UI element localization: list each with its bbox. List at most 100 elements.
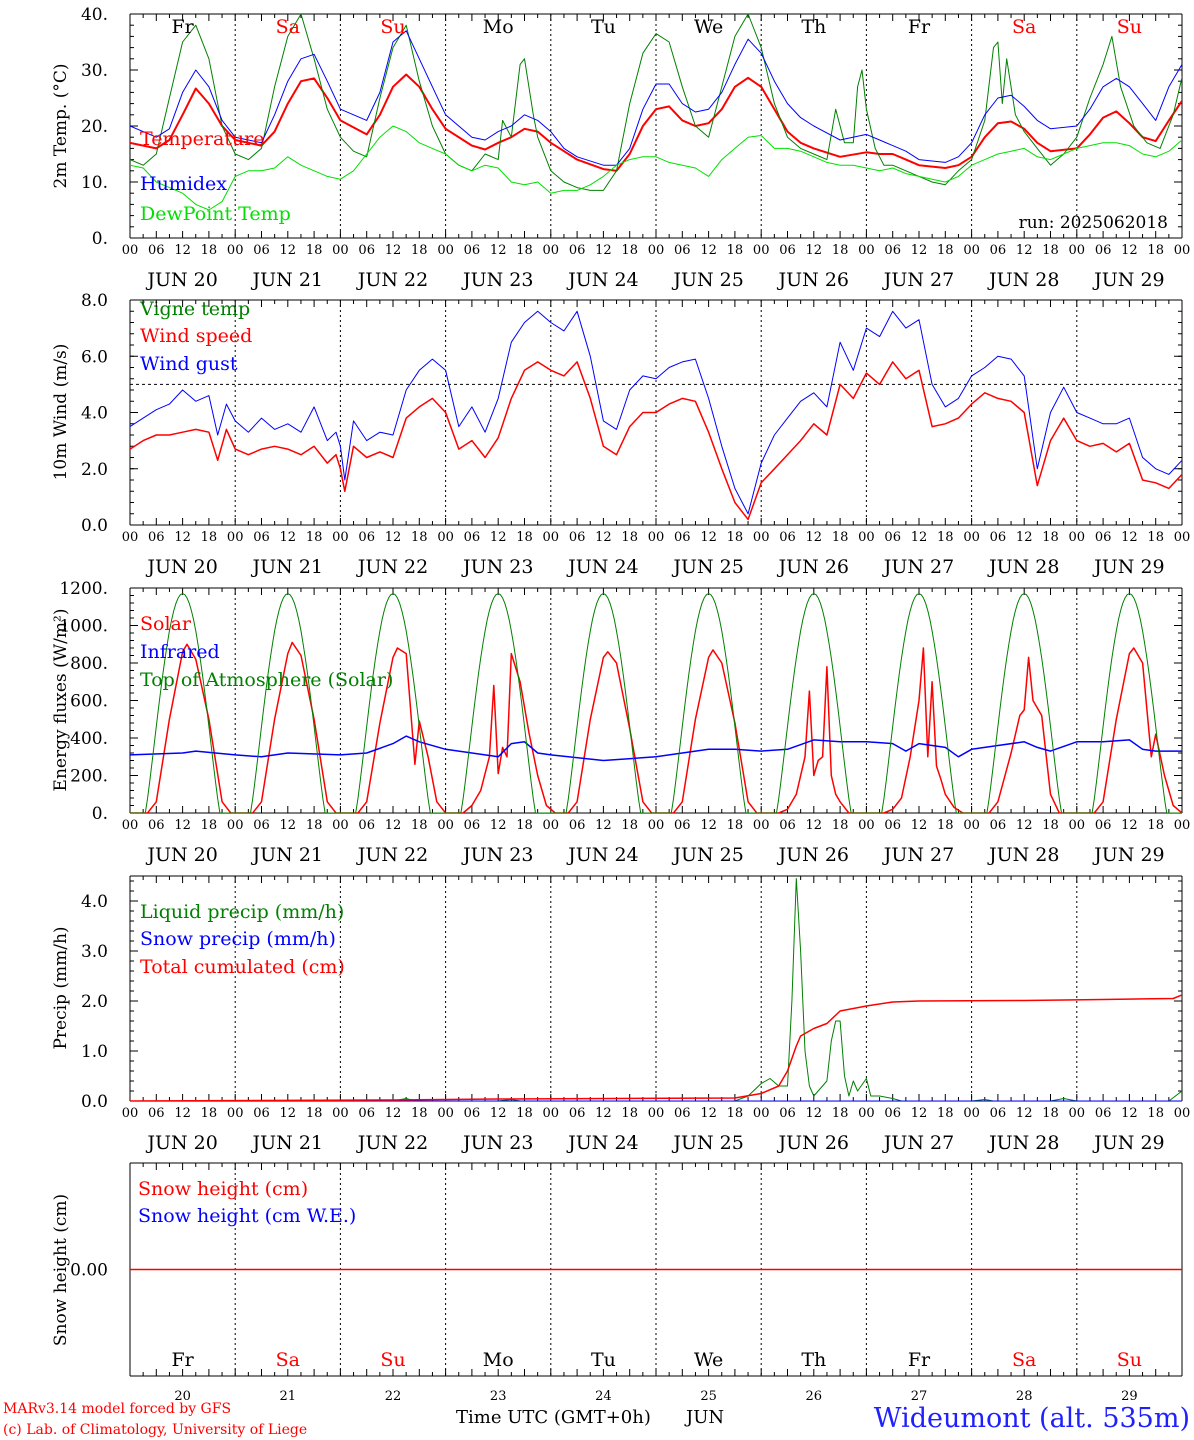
hour-tick-label: 18 — [201, 530, 218, 545]
date-label: JUN 20 — [145, 556, 217, 578]
date-label: JUN 29 — [1092, 269, 1164, 291]
hour-tick-label: 00 — [753, 530, 770, 545]
legend-entry: Solar — [140, 613, 192, 635]
hour-tick-label: 18 — [201, 243, 218, 258]
hour-tick-label: 06 — [148, 530, 165, 545]
day-number-label: 25 — [700, 1389, 717, 1404]
series-line-vigne-temp — [130, 13, 1182, 191]
hour-tick-label: 06 — [464, 818, 481, 833]
hour-tick-label: 06 — [779, 243, 796, 258]
hour-tick-label: 06 — [990, 818, 1007, 833]
y-tick-label: 1000. — [59, 617, 108, 637]
hour-tick-label: 18 — [516, 243, 533, 258]
hour-tick-label: 12 — [490, 243, 507, 258]
day-name-label: We — [694, 16, 723, 38]
day-number-label: 21 — [280, 1389, 297, 1404]
hour-tick-label: 18 — [1042, 530, 1059, 545]
hour-tick-label: 12 — [1121, 1106, 1138, 1121]
hour-tick-label: 00 — [437, 243, 454, 258]
day-name-label: Fr — [908, 1349, 931, 1371]
date-label: JUN 25 — [671, 269, 743, 291]
hour-tick-label: 12 — [806, 1106, 823, 1121]
y-tick-label: 8.0 — [81, 291, 108, 311]
hour-tick-label: 00 — [963, 1106, 980, 1121]
date-label: JUN 22 — [356, 556, 428, 578]
hour-tick-label: 00 — [648, 530, 665, 545]
y-axis-label: 2m Temp. (°C) — [51, 63, 71, 188]
hour-tick-label: 18 — [411, 243, 428, 258]
hour-tick-label: 18 — [1042, 1106, 1059, 1121]
date-label: JUN 24 — [566, 269, 638, 291]
hour-tick-label: 00 — [332, 243, 349, 258]
hour-tick-label: 06 — [1095, 1106, 1112, 1121]
hour-tick-label: 18 — [306, 243, 323, 258]
hour-tick-label: 06 — [358, 530, 375, 545]
y-tick-label: 40. — [81, 5, 108, 25]
y-tick-label: 2.0 — [81, 460, 108, 480]
y-tick-label: 0. — [92, 229, 108, 249]
day-name-label: We — [694, 1349, 723, 1371]
hour-tick-label: 00 — [437, 818, 454, 833]
hour-tick-label: 18 — [201, 818, 218, 833]
hour-tick-label: 12 — [280, 530, 297, 545]
hour-tick-label: 00 — [543, 818, 560, 833]
hour-tick-label: 00 — [332, 818, 349, 833]
hour-tick-label: 06 — [464, 1106, 481, 1121]
hour-tick-label: 00 — [227, 818, 244, 833]
hour-tick-label: 06 — [253, 530, 270, 545]
hour-tick-label: 00 — [437, 530, 454, 545]
hour-tick-label: 12 — [280, 1106, 297, 1121]
hour-tick-label: 06 — [990, 1106, 1007, 1121]
panel-3: 0. 200. 400. 600. 800. 1000. 1200. Energy fluxe… — [51, 579, 1190, 866]
station-label: Wideumont (alt. 535m) — [874, 1403, 1190, 1434]
y-tick-label: 0.00 — [70, 1261, 108, 1281]
series-line-dewpoint-temp — [130, 125, 1182, 211]
series-line-humidex — [130, 30, 1182, 166]
hour-tick-label: 18 — [201, 1106, 218, 1121]
day-number-label: 22 — [385, 1389, 402, 1404]
hour-tick-label: 00 — [858, 243, 875, 258]
hour-tick-label: 12 — [1016, 818, 1033, 833]
hour-tick-label: 12 — [806, 818, 823, 833]
y-tick-label: 20. — [81, 117, 108, 137]
hour-tick-label: 06 — [358, 1106, 375, 1121]
hour-tick-label: 18 — [727, 818, 744, 833]
hour-tick-label: 06 — [674, 818, 691, 833]
hour-tick-label: 18 — [1147, 1106, 1164, 1121]
date-label: JUN 25 — [671, 556, 743, 578]
day-name-label: Su — [1117, 1349, 1142, 1371]
hour-tick-label: 12 — [385, 1106, 402, 1121]
hour-tick-label: 00 — [227, 530, 244, 545]
hour-tick-label: 12 — [280, 818, 297, 833]
run-label: run: 2025062018 — [1019, 213, 1168, 233]
hour-tick-label: 18 — [1042, 818, 1059, 833]
date-label: JUN 20 — [145, 844, 217, 866]
hour-tick-label: 06 — [253, 1106, 270, 1121]
date-label: JUN 21 — [251, 556, 323, 578]
hour-tick-label: 12 — [700, 1106, 717, 1121]
hour-tick-label: 00 — [1069, 1106, 1086, 1121]
hour-tick-label: 18 — [727, 243, 744, 258]
y-tick-label: 30. — [81, 61, 108, 81]
date-label: JUN 28 — [987, 844, 1059, 866]
day-number-label: 27 — [911, 1389, 928, 1404]
hour-tick-label: 18 — [937, 530, 954, 545]
hour-tick-label: 18 — [621, 243, 638, 258]
hour-tick-label: 00 — [1069, 818, 1086, 833]
day-name-label: Tu — [591, 16, 616, 38]
panel-4: 0.0 1.0 2.0 3.0 4.0 Precip (mm/h) Liquid preci… — [51, 875, 1190, 1154]
hour-tick-label: 18 — [306, 818, 323, 833]
hour-tick-label: 18 — [411, 530, 428, 545]
hour-tick-label: 06 — [569, 243, 586, 258]
hour-tick-label: 18 — [1042, 243, 1059, 258]
hour-tick-label: 12 — [700, 530, 717, 545]
day-number-label: 28 — [1016, 1389, 1033, 1404]
date-label: JUN 27 — [882, 556, 954, 578]
date-label: JUN 22 — [356, 269, 428, 291]
hour-tick-label: 00 — [858, 1106, 875, 1121]
hour-tick-label: 12 — [1121, 243, 1138, 258]
hour-tick-label: 06 — [1095, 530, 1112, 545]
y-tick-label: 0.0 — [81, 1092, 108, 1112]
hour-tick-label: 00 — [122, 530, 139, 545]
